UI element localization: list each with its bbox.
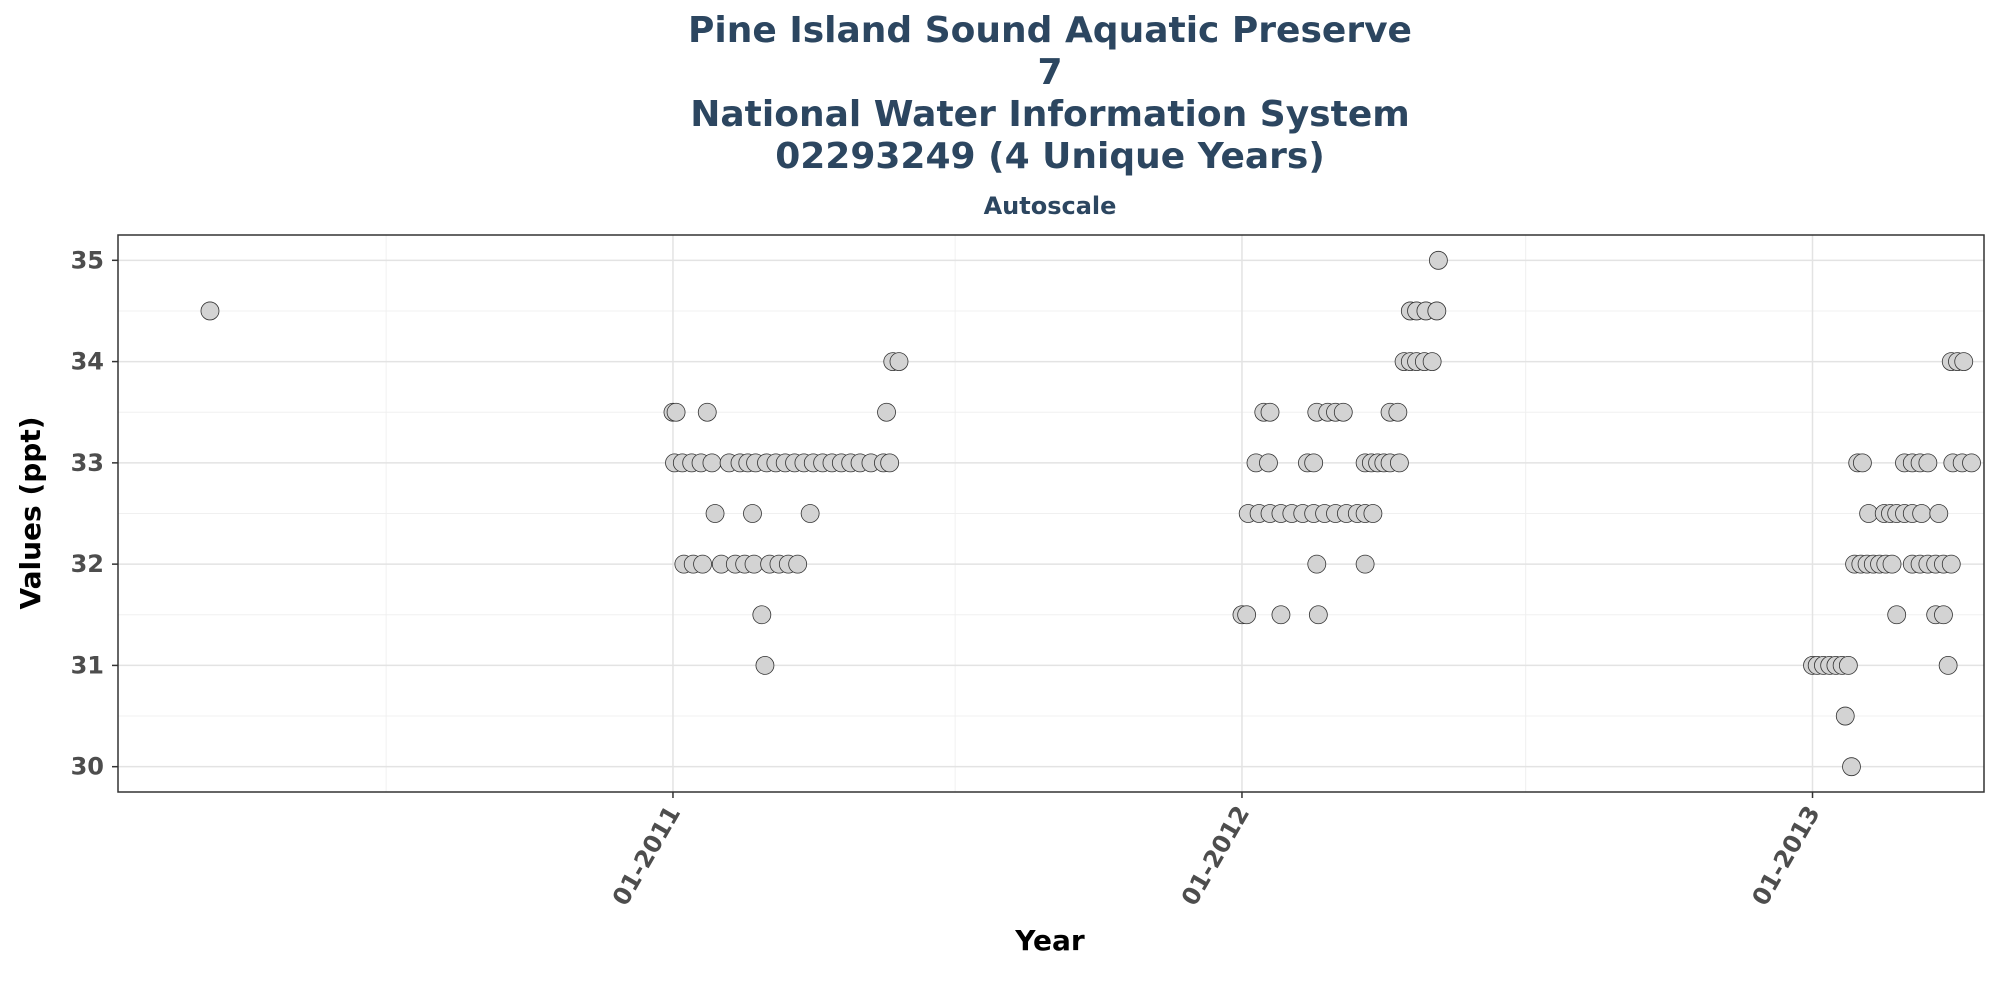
- data-point: [1842, 757, 1861, 777]
- data-point: [1427, 301, 1447, 321]
- data-point: [1388, 402, 1408, 422]
- data-point: [1333, 402, 1353, 422]
- y-axis-title: Values (ppt): [14, 416, 47, 609]
- data-point: [1938, 656, 1958, 675]
- data-point: [1929, 504, 1949, 523]
- x-tick-label: 01-2011: [607, 801, 686, 910]
- grid: [118, 235, 1984, 792]
- data-point: [1918, 453, 1938, 473]
- y-tick-label: 33: [71, 449, 104, 477]
- data-point: [1363, 504, 1383, 523]
- x-axis-ticks: 01-2011 01-2012 01-2013: [607, 792, 1826, 910]
- data-point: [1428, 250, 1448, 270]
- x-axis-title: Year: [1014, 924, 1085, 957]
- data-point: [1307, 554, 1327, 574]
- data-point: [1355, 554, 1375, 574]
- y-tick-label: 30: [71, 753, 104, 781]
- y-tick-label: 31: [71, 651, 104, 679]
- data-point: [697, 402, 717, 422]
- title-line-1: Pine Island Sound Aquatic Preserve: [688, 10, 1412, 51]
- data-point: [889, 352, 909, 371]
- data-point: [877, 402, 896, 422]
- data-point: [1941, 554, 1961, 574]
- chart-title: Pine Island Sound Aquatic Preserve 7 Nat…: [688, 10, 1412, 177]
- chart-subtitle: Autoscale: [984, 192, 1117, 220]
- data-point: [1308, 605, 1328, 625]
- x-tick-label: 01-2012: [1176, 801, 1255, 910]
- y-tick-label: 35: [71, 246, 104, 274]
- title-line-3: National Water Information System: [690, 94, 1410, 135]
- data-point: [788, 554, 808, 574]
- data-point: [1835, 706, 1855, 726]
- data-point: [1912, 504, 1932, 523]
- y-axis-ticks: 30 31 32 33 34 35: [71, 246, 118, 781]
- data-point: [200, 301, 220, 321]
- data-point: [1237, 605, 1257, 625]
- data-point: [705, 504, 725, 523]
- data-point: [800, 504, 820, 523]
- data-point: [1390, 453, 1409, 473]
- data-point: [1954, 352, 1974, 371]
- y-tick-label: 32: [71, 550, 104, 578]
- y-tick-label: 34: [71, 348, 104, 376]
- plot-border: [117, 234, 1985, 793]
- data-point: [1422, 352, 1442, 371]
- data-point: [1962, 453, 1981, 473]
- data-point: [702, 453, 722, 473]
- data-point: [1887, 605, 1907, 625]
- x-tick-label: 01-2013: [1746, 801, 1825, 910]
- data-point: [743, 504, 762, 523]
- data-point: [752, 605, 772, 625]
- data-point: [1259, 453, 1278, 473]
- data-point: [1882, 554, 1902, 574]
- data-point: [755, 656, 775, 675]
- data-point: [693, 554, 712, 574]
- data-point: [1838, 656, 1858, 675]
- data-point: [1260, 402, 1280, 422]
- title-line-2: 7: [1037, 52, 1062, 93]
- data-point: [1934, 605, 1953, 625]
- data-point: [666, 402, 686, 422]
- data-point: [1853, 453, 1872, 473]
- data-points: [200, 250, 1981, 777]
- data-point: [1271, 605, 1291, 625]
- data-point: [1304, 453, 1324, 473]
- title-line-4: 02293249 (4 Unique Years): [775, 136, 1325, 177]
- data-point: [880, 453, 900, 473]
